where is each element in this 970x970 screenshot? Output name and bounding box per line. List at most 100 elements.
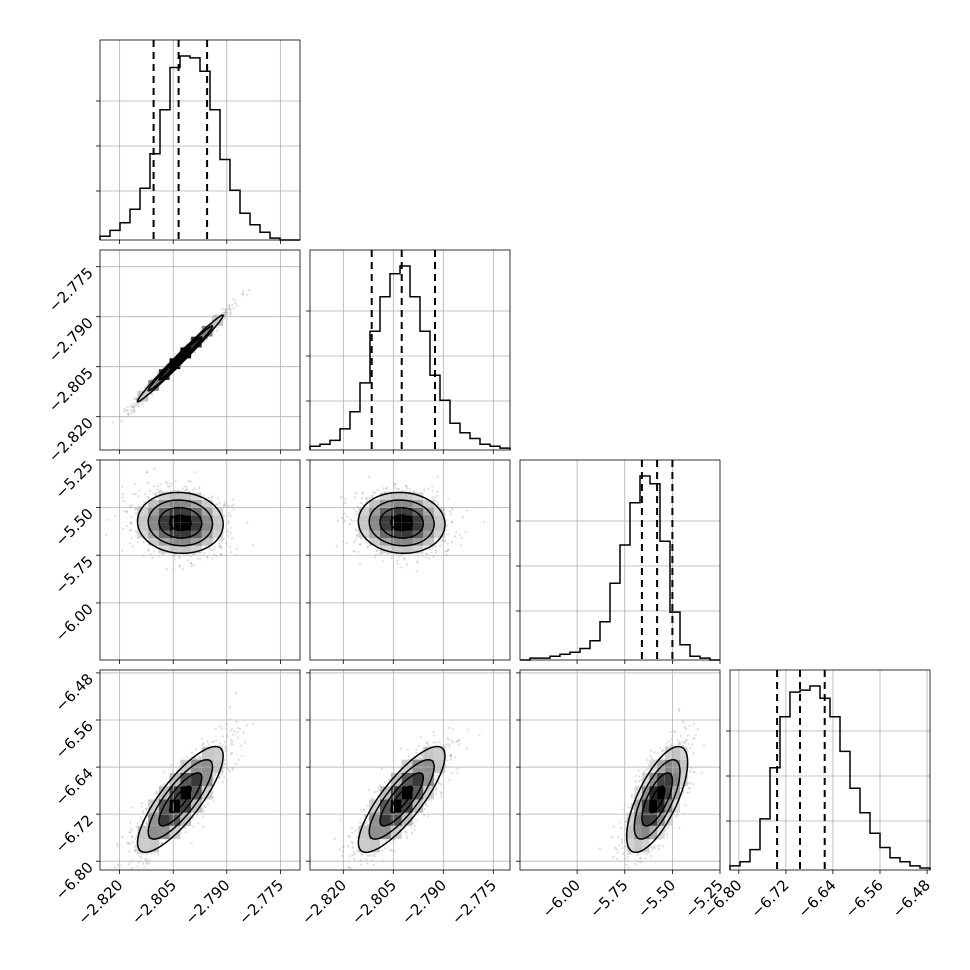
panel-p20-point-759 — [129, 522, 132, 525]
panel-p20-point-867 — [219, 552, 222, 556]
panel-p20-point-1336 — [198, 486, 201, 489]
panel-p21-point-303 — [354, 519, 357, 522]
panel-p10-point-228 — [135, 398, 138, 401]
panel-p10-point-1228 — [131, 405, 135, 409]
panel-p21-point-887 — [346, 515, 349, 518]
panel-p20-point-110 — [229, 531, 232, 534]
panel-p20-point-854 — [131, 545, 135, 548]
panel-p21-point-1009 — [427, 487, 430, 490]
panel-p10-point-661 — [205, 338, 208, 341]
panel-p21-point-645 — [458, 533, 461, 537]
panel-p20-point-157 — [122, 500, 125, 503]
panel-p30-point-294 — [135, 835, 138, 838]
panel-p20-point-150 — [202, 494, 206, 497]
panel-p21-point-817 — [367, 475, 371, 479]
panel-p21-point-1205 — [349, 518, 352, 521]
panel-p21-point-1296 — [382, 487, 385, 490]
panel-p21-point-926 — [360, 501, 363, 505]
panel-p20-point-633 — [114, 514, 117, 517]
panel-p20-point-1490 — [154, 493, 157, 496]
panel-p30-point-20 — [230, 751, 233, 755]
panel-p21-point-141 — [344, 501, 347, 504]
panel-p21-point-828 — [448, 510, 451, 513]
panel-p10-point-503 — [137, 402, 141, 405]
panel-p21-point-816 — [445, 519, 448, 522]
panel-p30-point-17 — [121, 836, 124, 839]
panel-p30-point-208 — [136, 865, 139, 868]
panel-p21-point-1190 — [354, 510, 357, 513]
panel-p20-point-969 — [151, 556, 154, 559]
panel-p20-point-428 — [213, 548, 216, 551]
panel-p20-point-1254 — [125, 510, 129, 513]
panel-p20-point-1482 — [219, 539, 222, 543]
panel-p20-point-194 — [174, 479, 177, 482]
panel-p20-point-994 — [130, 537, 133, 540]
panel-p10-point-483 — [131, 410, 134, 413]
panel-p10-point-1130 — [131, 403, 135, 406]
panel-p10-point-1259 — [153, 376, 156, 379]
panel-p21-point-1331 — [430, 551, 433, 554]
panel-p20-point-1247 — [146, 471, 149, 474]
panel-p21-point-755 — [436, 504, 440, 507]
panel-p21-point-384 — [447, 549, 450, 552]
panel-p30-point-426 — [140, 856, 143, 859]
panel-p20-point-803 — [192, 563, 195, 567]
panel-p20-point-1287 — [121, 496, 125, 499]
panel-p21-point-1024 — [459, 544, 463, 547]
panel-p20-point-1263 — [134, 508, 137, 511]
panel-p20-point-783 — [159, 490, 162, 493]
panel-p20-point-815 — [218, 501, 221, 504]
panel-p20-point-1273 — [189, 480, 192, 483]
panel-p20-point-974 — [211, 495, 214, 498]
panel-p10-point-1363 — [135, 398, 138, 401]
panel-p21-point-22 — [365, 496, 368, 499]
panel-p10-point-1295 — [221, 311, 224, 314]
panel-p21-point-1491 — [358, 543, 362, 546]
panel-p20-point-1484 — [169, 489, 172, 492]
panel-p10-point-538 — [229, 306, 232, 309]
panel-p21-point-143 — [434, 549, 437, 552]
panel-p30-point-425 — [136, 822, 139, 825]
panel-p21-point-1200 — [451, 508, 454, 511]
panel-p10-point-99 — [137, 405, 140, 408]
panel-p10-point-88 — [123, 410, 126, 413]
panel-p10-point-1374 — [120, 420, 123, 423]
panel-p21-point-1 — [450, 513, 453, 516]
panel-p20-point-903 — [211, 557, 214, 560]
panel-p10-point-241 — [156, 372, 159, 375]
panel-p20-point-175 — [203, 551, 206, 555]
panel-p10-point-1415 — [221, 308, 224, 311]
panel-p21-point-395 — [416, 560, 419, 563]
panel-p21-point-990 — [352, 550, 355, 553]
panel-p10-point-614 — [135, 397, 138, 400]
panel-p21-point-75 — [339, 496, 342, 499]
panel-p10-point-674 — [134, 403, 137, 406]
panel-p21-point-833 — [433, 545, 437, 548]
panel-p10-point-446 — [133, 409, 136, 412]
panel-p21-point-728 — [405, 485, 408, 488]
panel-p21-point-120 — [454, 535, 457, 538]
panel-p20-point-732 — [121, 549, 124, 552]
panel-p10-point-323 — [123, 408, 126, 411]
panel-p20-point-354 — [222, 537, 225, 541]
panel-p30-point-278 — [135, 844, 138, 847]
panel-p20-point-331 — [132, 493, 135, 496]
panel-p20-point-276 — [218, 545, 221, 548]
panel-p20-point-73 — [191, 552, 194, 556]
panel-p20-point-1495 — [189, 555, 192, 558]
panel-p30-point-109 — [224, 745, 227, 748]
panel-p20-point-341 — [230, 505, 233, 508]
panel-p21-point-1324 — [450, 541, 453, 544]
panel-p10-point-818 — [228, 304, 231, 307]
panel-p21-point-811 — [444, 550, 447, 553]
panel-p20-point-563 — [134, 492, 137, 496]
panel-p20-point-1194 — [136, 541, 139, 544]
panel-p21-point-806 — [340, 516, 343, 519]
panel-p20-point-1393 — [218, 542, 221, 545]
panel-p10-point-604 — [232, 307, 235, 310]
panel-p10-point-486 — [230, 312, 233, 315]
panel-p20-point-817 — [222, 504, 225, 507]
panel-p21-point-956 — [446, 548, 450, 551]
panel-p20-point-24 — [145, 470, 148, 474]
panel-p20-point-102 — [227, 522, 230, 525]
